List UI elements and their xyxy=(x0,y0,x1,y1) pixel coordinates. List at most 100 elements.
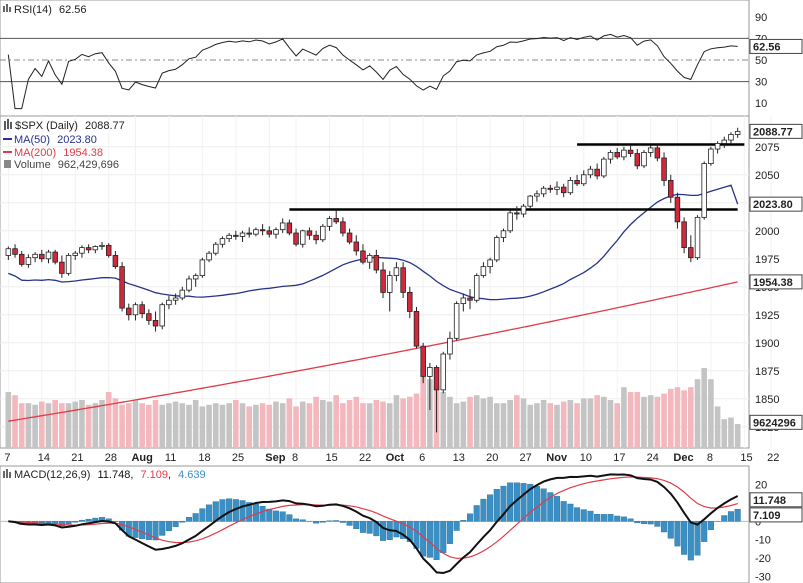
moving-average-lines xyxy=(8,184,739,422)
rsi-tick-label: 90 xyxy=(755,12,767,24)
macd-tick-label: 20 xyxy=(755,480,767,492)
candle-body xyxy=(18,253,25,265)
macd-badge: 11.748 xyxy=(749,492,803,508)
x-tick-label: 15 xyxy=(326,452,338,464)
candle-body xyxy=(714,143,721,150)
candle-icon xyxy=(4,119,12,130)
candle-body xyxy=(226,234,232,240)
price-tick-label: 2050 xyxy=(755,170,779,182)
volume-bar xyxy=(688,387,694,448)
candle-body xyxy=(213,243,219,254)
candle xyxy=(99,242,105,250)
macd-histogram-bar xyxy=(246,502,253,522)
candle xyxy=(627,145,634,157)
volume-bar xyxy=(634,392,641,448)
candle xyxy=(192,273,199,287)
candle-body xyxy=(607,151,614,160)
candle-body xyxy=(688,247,694,259)
x-tick-label: 13 xyxy=(453,452,465,464)
candle-body xyxy=(654,147,661,159)
volume-bar xyxy=(380,401,386,448)
volume-bar xyxy=(427,379,433,448)
volume-bar xyxy=(614,403,621,448)
x-tick-label: 15 xyxy=(740,452,752,464)
volume-value: 962,429,696 xyxy=(58,159,119,171)
candle-body xyxy=(507,212,513,232)
price-tick-label: 1925 xyxy=(755,310,779,322)
candle-body xyxy=(59,261,65,274)
svg-text:Volume 962,429,696: Volume 962,429,696 xyxy=(14,159,119,171)
candle xyxy=(246,227,252,238)
macd-histogram-bar xyxy=(654,521,661,527)
volume-bar xyxy=(714,406,721,448)
candle-body xyxy=(373,255,380,271)
candle xyxy=(306,227,313,240)
volume-bar xyxy=(65,403,72,448)
candle xyxy=(79,245,85,258)
ma50-badge-text: 2023.80 xyxy=(753,199,793,211)
macd-histogram-bar xyxy=(313,521,320,524)
rsi-tick-label: 30 xyxy=(755,77,767,89)
candle xyxy=(534,190,540,202)
candle xyxy=(494,235,500,263)
volume-bar xyxy=(273,401,279,448)
candle xyxy=(159,302,165,330)
macd-histogram-bar xyxy=(493,489,500,522)
macd-histogram-bar xyxy=(353,521,360,529)
macd-histogram-bar xyxy=(553,496,561,522)
candle-body xyxy=(587,168,594,176)
candle-body xyxy=(306,230,313,236)
macd-histogram-bar xyxy=(286,514,293,522)
x-tick-label: 28 xyxy=(105,452,117,464)
volume-bar xyxy=(152,400,159,448)
candle xyxy=(427,362,433,410)
candle-body xyxy=(159,304,165,327)
macd-label: MACD(12,26,9) xyxy=(14,469,90,481)
candle-body xyxy=(407,291,413,312)
macd-series xyxy=(8,473,741,575)
volume-bar xyxy=(139,403,145,448)
macd-histogram-bar xyxy=(727,511,734,522)
candle xyxy=(146,309,152,325)
ma50-badge: 2023.80 xyxy=(749,196,803,212)
candle-body xyxy=(641,151,647,167)
volume-bar xyxy=(5,392,12,448)
x-tick-label: 10 xyxy=(580,452,592,464)
candle-body xyxy=(85,247,92,251)
volume-bar xyxy=(400,398,406,448)
macd-histogram-bar xyxy=(560,501,567,522)
volume-bar xyxy=(500,403,507,448)
x-tick-label: Aug xyxy=(131,452,152,464)
candle xyxy=(694,215,701,260)
candle xyxy=(373,249,380,274)
signal-badge-text: 7.109 xyxy=(753,510,781,522)
chart-icon xyxy=(3,4,11,12)
candle xyxy=(567,177,574,195)
candle-body xyxy=(500,230,507,238)
volume-bar xyxy=(52,400,58,448)
price-tick-label: 1850 xyxy=(755,394,779,406)
macd-histogram-bar xyxy=(326,520,333,522)
candle xyxy=(273,227,279,239)
candle-body xyxy=(708,148,714,164)
rsi-value: 62.56 xyxy=(59,4,87,16)
rsi-badge-text: 62.56 xyxy=(753,41,781,53)
macd-histogram-bar xyxy=(85,518,92,522)
candle-body xyxy=(560,186,567,194)
candle xyxy=(313,230,319,245)
last-price-badge-text: 2088.77 xyxy=(753,126,793,138)
macd-badge-box xyxy=(749,492,803,508)
rsi-badge: 62.56 xyxy=(749,38,803,54)
candle-body xyxy=(179,289,186,299)
candle xyxy=(447,331,453,360)
candle xyxy=(547,184,554,193)
candle xyxy=(25,254,32,268)
volume-bar xyxy=(92,403,99,448)
candle xyxy=(366,253,373,269)
volume-bar xyxy=(460,401,467,448)
macd-histogram-bar xyxy=(333,520,340,522)
volume-bar xyxy=(306,403,313,448)
candle-body xyxy=(5,248,12,256)
macd-histogram-bar xyxy=(393,521,400,538)
candle-body xyxy=(447,337,453,355)
